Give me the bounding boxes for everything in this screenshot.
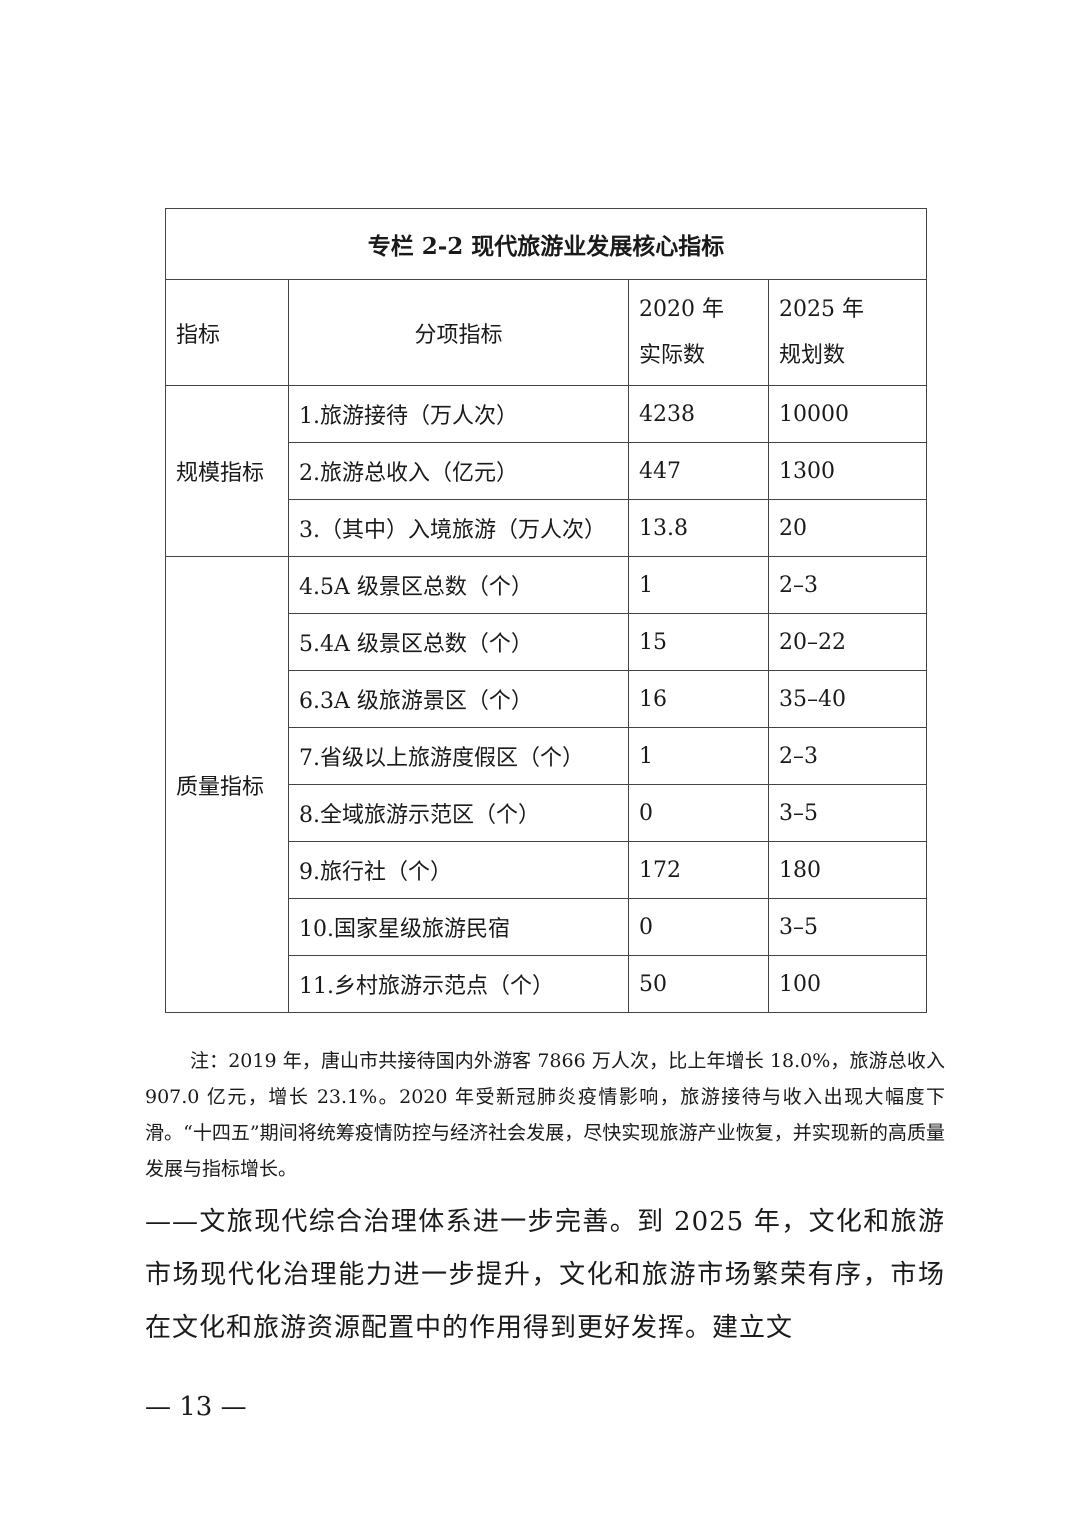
header-sub-indicator: 分项指标 [288,279,629,386]
row-2020-actual: 1 [628,556,769,614]
row-2025-plan: 10000 [767,385,928,443]
row-2025-plan: 20–22 [767,613,928,671]
row-2025-plan: 2–3 [767,556,928,614]
row-2020-actual: 1 [628,727,769,785]
row-2025-plan: 180 [767,841,928,899]
row-2020-actual: 172 [628,841,769,899]
row-2020-actual: 13.8 [628,499,769,557]
row-item: 3.（其中）入境旅游（万人次） [288,499,629,557]
row-item: 6.3A 级旅游景区（个） [288,670,629,728]
table-row: 8.全域旅游示范区（个） 0 3–5 [166,784,928,842]
row-2020-actual: 0 [628,898,769,956]
table-row: 7.省级以上旅游度假区（个） 1 2–3 [166,727,928,785]
row-item: 7.省级以上旅游度假区（个） [288,727,629,785]
row-item: 9.旅行社（个） [288,841,629,899]
header-2020-line1: 2020 年 [639,296,724,322]
header-2025-line1: 2025 年 [779,296,864,322]
table-header-row: 指标 分项指标 2020 年实际数 2025 年规划数 [165,279,928,386]
table-row: 11.乡村旅游示范点（个） 50 100 [166,955,928,1013]
row-2020-actual: 0 [628,784,769,842]
row-2020-actual: 447 [628,442,769,500]
header-2025-line2: 规划数 [779,342,846,368]
row-item: 10.国家星级旅游民宿 [288,898,629,956]
table-row: 9.旅行社（个） 172 180 [166,841,928,899]
header-2020-actual: 2020 年实际数 [628,279,769,386]
table-row: 规模指标 1.旅游接待（万人次） 4238 10000 [165,385,928,557]
group-label: 质量指标 [165,556,289,1013]
row-2025-plan: 20 [767,499,928,557]
row-item: 1.旅游接待（万人次） [288,385,629,443]
row-item: 4.5A 级景区总数（个） [288,556,629,614]
row-2025-plan: 3–5 [767,898,928,956]
table-title: 专栏 2-2 现代旅游业发展核心指标 [164,208,928,280]
row-item: 5.4A 级景区总数（个） [288,613,629,671]
core-indicators-table: 专栏 2-2 现代旅游业发展核心指标 指标 分项指标 2020 年实际数 202… [164,208,928,1013]
row-2025-plan: 100 [767,955,928,1013]
table-row: 6.3A 级旅游景区（个） 16 35–40 [166,670,928,728]
row-2025-plan: 3–5 [767,784,928,842]
row-2020-actual: 50 [628,955,769,1013]
header-indicator: 指标 [165,279,289,386]
header-2020-line2: 实际数 [639,342,706,368]
row-2025-plan: 1300 [767,442,928,500]
row-2020-actual: 16 [628,670,769,728]
row-item: 8.全域旅游示范区（个） [288,784,629,842]
row-item: 11.乡村旅游示范点（个） [288,955,629,1013]
row-2025-plan: 35–40 [767,670,928,728]
table-row: 质量指标 4.5A 级景区总数（个） 1 2–3 [165,556,928,1013]
row-item: 2.旅游总收入（亿元） [288,442,629,500]
row-2020-actual: 4238 [628,385,769,443]
row-2020-actual: 15 [628,613,769,671]
table-row: 2.旅游总收入（亿元） 447 1300 [166,442,928,500]
group-label: 规模指标 [165,385,289,557]
header-2025-plan: 2025 年规划数 [767,279,928,386]
page-number: — 13 — [145,1392,247,1422]
row-2025-plan: 2–3 [767,727,928,785]
table-row: 10.国家星级旅游民宿 0 3–5 [166,898,928,956]
table-note: 注：2019 年，唐山市共接待国内外游客 7866 万人次，比上年增长 18.0… [145,1050,945,1180]
body-paragraph: ——文旅现代综合治理体系进一步完善。到 2025 年，文化和旅游市场现代化治理能… [145,1207,945,1343]
